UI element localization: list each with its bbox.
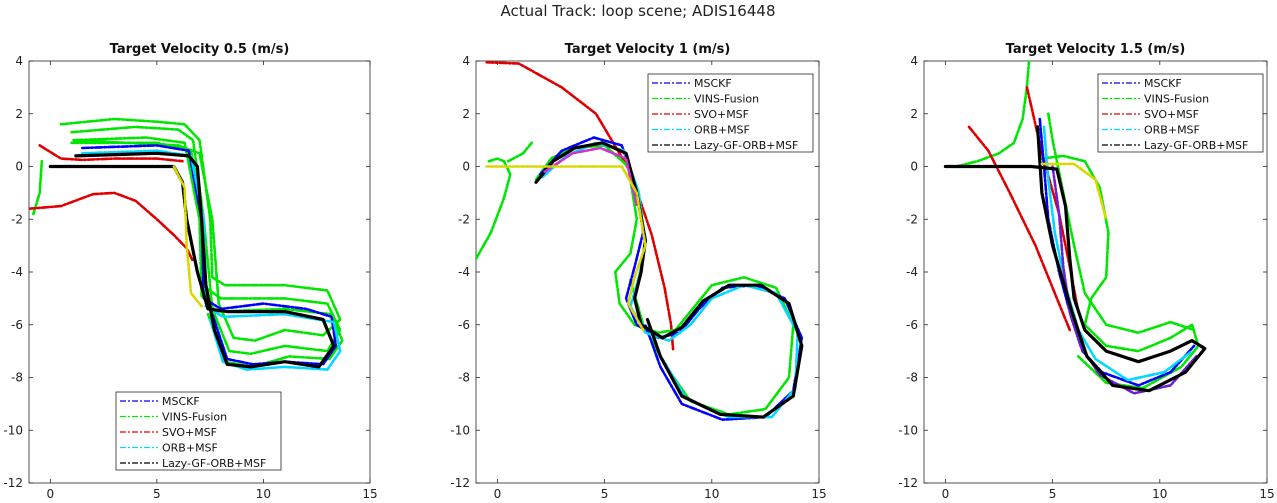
- axes-title: Target Velocity 0.5 (m/s): [110, 42, 290, 57]
- y-tick-label: -6: [458, 318, 470, 332]
- legend-label: MSCKF: [1144, 77, 1182, 90]
- series-group: [943, 61, 1207, 395]
- y-tick-label: -8: [11, 371, 23, 385]
- y-tick-label: -4: [458, 265, 470, 279]
- series-group: [29, 117, 344, 371]
- series-line-svo-msf: [29, 191, 195, 263]
- y-tick-label: 2: [15, 107, 23, 121]
- series-line-extra-yellow: [172, 165, 203, 308]
- x-tick-label: 0: [46, 487, 54, 501]
- y-tick-label: 0: [15, 160, 23, 174]
- series-line-vins-fusion: [1047, 112, 1196, 335]
- series-line-vins-fusion: [476, 157, 512, 261]
- y-tick-label: -4: [906, 265, 918, 279]
- axes-panel-3: Target Velocity 1.5 (m/s) 0 5 10 15 4 2 0 -2 -4 -6…: [898, 42, 1274, 501]
- y-tick-label: -4: [11, 265, 23, 279]
- series-line-extra-yellow: [1040, 162, 1108, 221]
- legend-label: MSCKF: [694, 77, 732, 90]
- axes-title: Target Velocity 1.5 (m/s): [1006, 42, 1186, 57]
- legend: MSCKF VINS-Fusion SVO+MSF ORB+MSF Lazy-GF-OR…: [115, 391, 282, 471]
- x-tick-label: 5: [601, 487, 609, 501]
- y-tick-label: 2: [910, 107, 918, 121]
- x-tick-label: 5: [1049, 487, 1057, 501]
- x-tick-label: 10: [704, 487, 719, 501]
- series-line-svo-msf: [967, 125, 1072, 332]
- legend-label: SVO+MSF: [694, 108, 749, 121]
- x-tick-label: 0: [942, 487, 950, 501]
- figure-title: Actual Track: loop scene; ADIS16448: [501, 2, 776, 20]
- axes-panel-2: Target Velocity 1 (m/s) 0 5 10 15 4 2 0 -2 -4 -6 -8…: [450, 42, 826, 501]
- y-tick-label: -6: [11, 318, 23, 332]
- y-tick-label: 4: [910, 54, 918, 68]
- series-line-lazy-gf-orb-msf: [534, 141, 804, 419]
- y-tick-label: 0: [910, 160, 918, 174]
- series-line-extra-magenta: [543, 146, 639, 208]
- y-tick-label: -10: [3, 423, 23, 437]
- series-group: [476, 61, 804, 422]
- x-tick-label: 15: [811, 487, 826, 501]
- legend: MSCKF VINS-Fusion SVO+MSF ORB+MSF Lazy-GF-OR…: [647, 73, 814, 153]
- axes-container: Target Velocity 0.5 (m/s) 0 5 10 15 4 2 0 -2 -4 -6…: [3, 42, 1274, 501]
- legend: MSCKF VINS-Fusion SVO+MSF ORB+MSF Lazy-GF-OR…: [1097, 73, 1264, 153]
- legend-label: ORB+MSF: [1144, 124, 1200, 137]
- legend-label: ORB+MSF: [694, 124, 750, 137]
- y-tick-label: 2: [462, 107, 470, 121]
- y-tick-label: -2: [906, 212, 918, 226]
- y-tick-label: 4: [462, 54, 470, 68]
- y-tick-label: -12: [450, 476, 470, 490]
- series-line-vins-fusion: [534, 144, 795, 416]
- x-tick-label: 10: [1152, 487, 1167, 501]
- y-tick-label: -12: [898, 476, 918, 490]
- legend-label: Lazy-GF-ORB+MSF: [694, 139, 798, 152]
- x-tick-label: 15: [362, 487, 377, 501]
- series-line-vins-fusion: [59, 117, 342, 342]
- x-tick-label: 5: [153, 487, 161, 501]
- y-tick-label: 4: [15, 54, 23, 68]
- y-tick-label: 0: [462, 160, 470, 174]
- y-tick-label: -12: [3, 476, 23, 490]
- x-tick-label: 10: [256, 487, 271, 501]
- y-tick-label: -2: [458, 212, 470, 226]
- legend-label: SVO+MSF: [1144, 108, 1199, 121]
- legend-box: [1097, 73, 1264, 153]
- y-tick-label: -2: [11, 212, 23, 226]
- x-tick-label: 0: [494, 487, 502, 501]
- legend-label: Lazy-GF-ORB+MSF: [162, 457, 266, 470]
- legend-label: VINS-Fusion: [1144, 93, 1209, 106]
- legend-label: VINS-Fusion: [694, 93, 759, 106]
- y-tick-label: -8: [458, 371, 470, 385]
- series-line-extra-yellow: [485, 165, 647, 332]
- legend-box: [647, 73, 814, 153]
- legend-label: VINS-Fusion: [162, 411, 227, 424]
- axes-panel-1: Target Velocity 0.5 (m/s) 0 5 10 15 4 2 0 -2 -4 -6…: [3, 42, 377, 501]
- legend-label: SVO+MSF: [162, 426, 217, 439]
- y-tick-label: -10: [898, 423, 918, 437]
- series-line-lazy-gf-orb-msf: [943, 125, 1207, 393]
- y-tick-label: -8: [906, 371, 918, 385]
- x-tick-label: 15: [1259, 487, 1274, 501]
- axes-title: Target Velocity 1 (m/s): [565, 42, 731, 57]
- legend-label: Lazy-GF-ORB+MSF: [1144, 139, 1248, 152]
- series-line-extra-purple: [1051, 165, 1198, 395]
- y-tick-label: -10: [450, 423, 470, 437]
- legend-label: ORB+MSF: [162, 442, 218, 455]
- series-line-vins-fusion: [506, 141, 534, 163]
- series-line-svo-msf: [38, 144, 184, 163]
- legend-box: [115, 391, 282, 471]
- y-tick-label: -6: [906, 318, 918, 332]
- legend-label: MSCKF: [162, 395, 200, 408]
